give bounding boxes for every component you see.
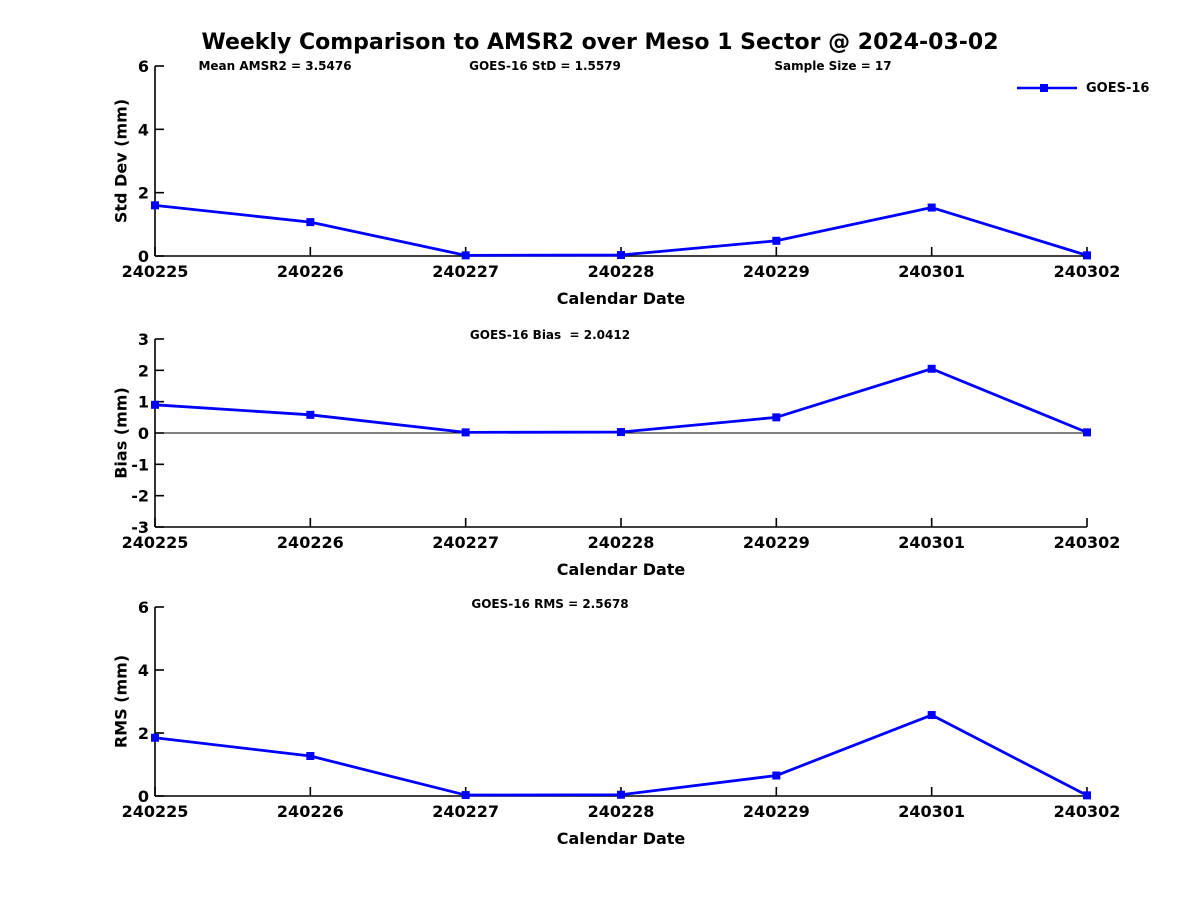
series-marker	[461, 428, 470, 437]
y-tick-label: -3	[131, 518, 149, 537]
series-marker	[1083, 428, 1091, 437]
annotation-goes16-rms: GOES-16 RMS = 2.5678	[471, 597, 629, 611]
series-line	[153, 367, 1089, 434]
x-tick-label: 240225	[122, 802, 189, 821]
y-axis-title: Std Dev (mm)	[112, 99, 131, 223]
series-marker	[927, 364, 936, 373]
x-axis-title: Calendar Date	[557, 289, 686, 308]
series-marker	[461, 791, 470, 800]
x-axis-title: Calendar Date	[557, 829, 686, 848]
y-tick-label: 6	[138, 598, 149, 617]
panel-std-dev: 240225 240226 240227 240228 240229 240301 2403…	[112, 57, 1121, 308]
series-marker	[151, 733, 159, 742]
x-tick-label: 240228	[588, 802, 655, 821]
y-tick-label: 4	[138, 120, 149, 139]
series-marker	[617, 790, 625, 799]
series-marker	[772, 771, 781, 780]
series-marker	[927, 203, 936, 212]
x-tick-label: 240301	[898, 802, 965, 821]
y-tick-label: 0	[138, 424, 149, 443]
series-marker	[306, 410, 315, 419]
y-tick-label: 2	[138, 184, 149, 203]
figure-title: Weekly Comparison to AMSR2 over Meso 1 S…	[201, 30, 999, 55]
y-tick-label: 4	[138, 661, 149, 680]
legend: GOES-16	[1017, 80, 1149, 96]
panel-bias: 240225 240226 240227 240228 240229 240301 2403…	[112, 330, 1121, 579]
x-tick-label: 240301	[898, 533, 965, 552]
x-tick-label: 240225	[122, 533, 189, 552]
legend-marker-icon	[1040, 84, 1048, 92]
y-tick-label: 0	[138, 247, 149, 266]
annotation-goes16-bias: GOES-16 Bias = 2.0412	[469, 328, 631, 342]
x-tick-label: 240227	[432, 802, 499, 821]
series-marker	[151, 201, 159, 210]
series-marker	[927, 711, 936, 720]
x-tick-label: 240227	[432, 262, 499, 281]
x-axis-title: Calendar Date	[557, 560, 686, 579]
y-tick-label: 6	[138, 57, 149, 76]
x-tick-label: 240302	[1054, 262, 1121, 281]
x-tick-label: 240225	[122, 262, 189, 281]
annotation-goes16-std: GOES-16 StD = 1.5579	[469, 59, 621, 73]
series-marker	[461, 251, 470, 260]
x-tick-label: 240229	[743, 802, 810, 821]
series-marker	[306, 751, 315, 760]
y-tick-label: 3	[138, 330, 149, 349]
panel-rms: 240225 240226 240227 240228 240229 240301 2403…	[112, 598, 1121, 848]
x-tick-label: 240226	[277, 533, 344, 552]
x-tick-label: 240302	[1054, 533, 1121, 552]
x-tick-label: 240301	[898, 262, 965, 281]
series-line	[153, 713, 1089, 797]
y-tick-label: 2	[138, 361, 149, 380]
x-tick-label: 240302	[1054, 802, 1121, 821]
series-marker	[772, 413, 781, 422]
series-marker	[617, 428, 625, 437]
y-axis-title: RMS (mm)	[112, 655, 131, 748]
y-tick-label: 1	[138, 393, 149, 412]
legend-line-icon	[1017, 84, 1077, 92]
y-tick-label: -2	[131, 487, 149, 506]
y-tick-label: -1	[131, 455, 149, 474]
annotation-mean-amsr2: Mean AMSR2 = 3.5476	[198, 59, 352, 73]
x-tick-label: 240228	[588, 262, 655, 281]
x-tick-label: 240228	[588, 533, 655, 552]
legend-label: GOES-16	[1086, 80, 1150, 96]
y-axis-title: Bias (mm)	[112, 387, 131, 479]
x-tick-label: 240227	[432, 533, 499, 552]
x-tick-label: 240229	[743, 533, 810, 552]
series-marker	[151, 400, 159, 409]
x-tick-label: 240229	[743, 262, 810, 281]
series-marker	[772, 236, 781, 245]
series-marker	[617, 251, 625, 260]
series-marker	[1083, 251, 1091, 260]
y-tick-label: 2	[138, 724, 149, 743]
y-tick-label: 0	[138, 787, 149, 806]
series-marker	[1083, 791, 1091, 800]
annotation-sample-size: Sample Size = 17	[774, 59, 892, 73]
series-marker	[306, 218, 315, 227]
x-tick-label: 240226	[277, 262, 344, 281]
x-tick-label: 240226	[277, 802, 344, 821]
